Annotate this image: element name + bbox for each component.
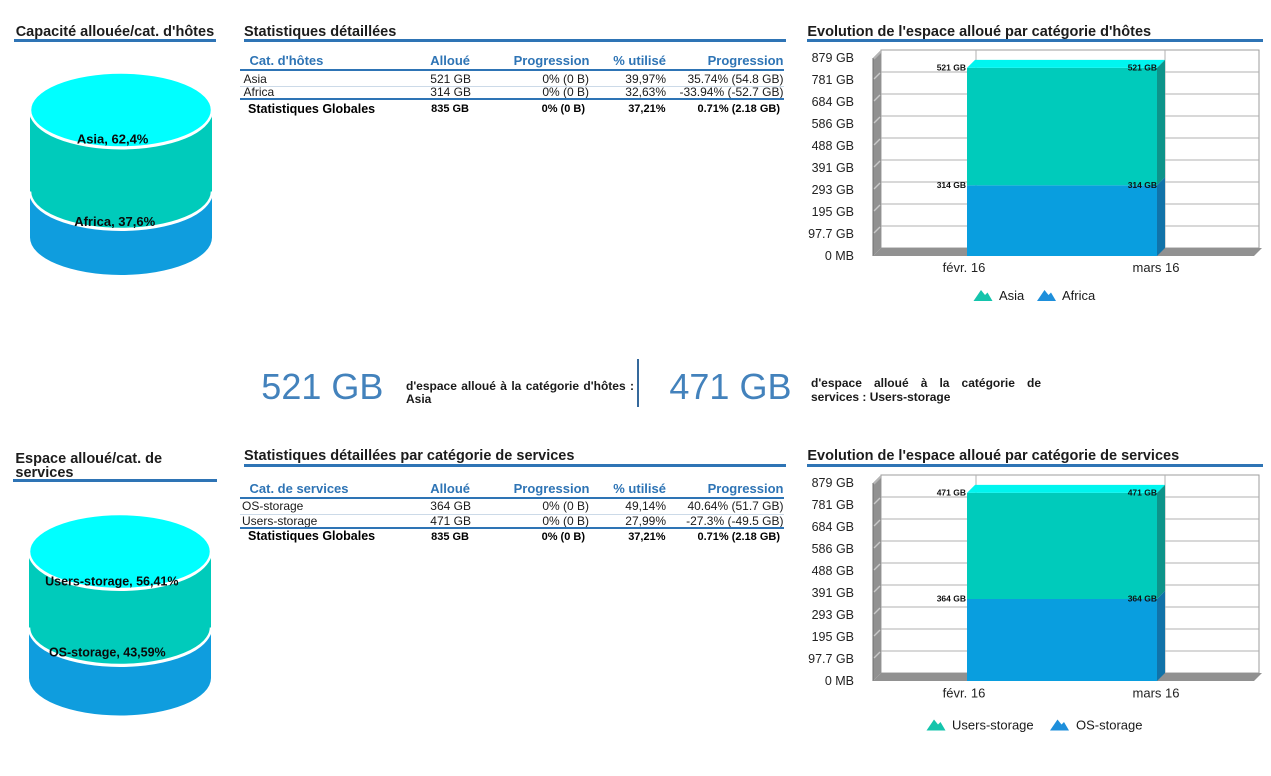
svg-text:314 GB: 314 GB bbox=[1128, 180, 1157, 190]
svg-text:Asia: Asia bbox=[999, 288, 1025, 303]
svg-text:293 GB: 293 GB bbox=[812, 608, 854, 622]
svg-text:391 GB: 391 GB bbox=[812, 586, 854, 600]
svg-text:OS-storage: OS-storage bbox=[1076, 718, 1142, 733]
svg-text:Users-storage: Users-storage bbox=[952, 718, 1034, 733]
svg-text:195 GB: 195 GB bbox=[812, 205, 854, 219]
svg-text:391 GB: 391 GB bbox=[812, 161, 854, 175]
svg-text:684 GB: 684 GB bbox=[812, 95, 854, 109]
svg-text:781 GB: 781 GB bbox=[812, 498, 854, 512]
svg-text:Users-storage, 56,41%: Users-storage, 56,41% bbox=[45, 575, 178, 589]
svg-text:Asia, 62,4%: Asia, 62,4% bbox=[77, 132, 149, 147]
svg-text:879 GB: 879 GB bbox=[812, 51, 854, 65]
svg-text:OS-storage, 43,59%: OS-storage, 43,59% bbox=[49, 646, 166, 660]
svg-text:févr. 16: févr. 16 bbox=[943, 260, 986, 275]
svg-text:781 GB: 781 GB bbox=[812, 73, 854, 87]
svg-text:293 GB: 293 GB bbox=[812, 183, 854, 197]
svg-text:684 GB: 684 GB bbox=[812, 520, 854, 534]
svg-text:364 GB: 364 GB bbox=[937, 594, 966, 604]
svg-text:471 GB: 471 GB bbox=[1128, 488, 1157, 498]
svg-text:488 GB: 488 GB bbox=[812, 564, 854, 578]
svg-text:févr. 16: févr. 16 bbox=[943, 686, 986, 701]
svg-text:97.7 GB: 97.7 GB bbox=[808, 652, 854, 666]
svg-text:521 GB: 521 GB bbox=[937, 63, 966, 73]
svg-text:195 GB: 195 GB bbox=[812, 630, 854, 644]
svg-text:586 GB: 586 GB bbox=[812, 542, 854, 556]
svg-text:0 MB: 0 MB bbox=[825, 249, 854, 263]
svg-text:364 GB: 364 GB bbox=[1128, 594, 1157, 604]
svg-text:586 GB: 586 GB bbox=[812, 117, 854, 131]
svg-text:97.7 GB: 97.7 GB bbox=[808, 227, 854, 241]
svg-text:mars 16: mars 16 bbox=[1133, 260, 1180, 275]
svg-text:488 GB: 488 GB bbox=[812, 139, 854, 153]
svg-text:521 GB: 521 GB bbox=[1128, 63, 1157, 73]
svg-text:mars 16: mars 16 bbox=[1133, 686, 1180, 701]
svg-text:Africa, 37,6%: Africa, 37,6% bbox=[74, 214, 155, 229]
svg-text:Africa: Africa bbox=[1062, 288, 1096, 303]
svg-text:314 GB: 314 GB bbox=[937, 180, 966, 190]
svg-text:0 MB: 0 MB bbox=[825, 674, 854, 688]
svg-text:879 GB: 879 GB bbox=[812, 476, 854, 490]
svg-text:471 GB: 471 GB bbox=[937, 488, 966, 498]
